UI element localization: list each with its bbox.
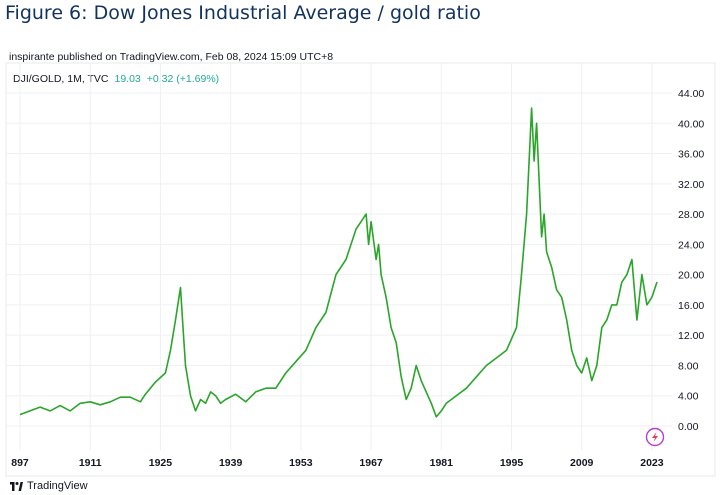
y-tick-label: 20.00	[678, 270, 704, 282]
y-tick-label: 4.00	[678, 391, 699, 403]
x-tick-label: 1953	[289, 457, 313, 469]
x-tick-label: 1995	[500, 457, 524, 469]
x-tick-label: 1939	[219, 457, 243, 469]
legend-value: 19.03	[114, 73, 141, 85]
x-tick-label: 897	[11, 457, 29, 469]
y-tick-label: 28.00	[678, 209, 704, 221]
y-tick-label: 8.00	[678, 360, 699, 372]
y-tick-label: 40.00	[678, 118, 704, 130]
y-tick-label: 12.00	[678, 330, 704, 342]
x-tick-label: 1925	[149, 457, 173, 469]
y-axis: 0.00 4.00 8.00 12.00 16.00 20.00 24.00 28.00 32.…	[678, 88, 704, 433]
series-line	[19, 107, 658, 418]
lightning-icon[interactable]	[645, 427, 665, 447]
chart-grid	[6, 63, 672, 450]
tradingview-logo-icon	[10, 481, 23, 491]
y-tick-label: 36.00	[678, 149, 704, 161]
x-tick-label: 2023	[640, 457, 664, 469]
y-tick-label: 32.00	[678, 179, 704, 191]
legend-symbol: DJI/GOLD, 1M, TVC	[13, 73, 109, 85]
published-line: inspirante published on TradingView.com,…	[9, 51, 334, 63]
y-tick-label: 24.00	[678, 239, 704, 251]
y-tick-label: 44.00	[678, 88, 704, 100]
chart-frame	[5, 62, 716, 477]
x-axis: 897 1911 1925 1939 1953 1967 1981 1995 2009 2023	[11, 457, 664, 469]
x-tick-label: 1967	[359, 457, 383, 469]
x-tick-label: 2009	[570, 457, 594, 469]
brand-label: TradingView	[27, 480, 88, 492]
legend-change: +0.32 (+1.69%)	[146, 73, 220, 85]
x-tick-label: 1981	[430, 457, 454, 469]
x-tick-label: 1911	[79, 457, 102, 469]
y-tick-label: 16.00	[678, 300, 704, 312]
tradingview-brand[interactable]: TradingView	[10, 480, 88, 492]
figure-title: Figure 6: Dow Jones Industrial Average /…	[5, 2, 481, 24]
y-tick-label: 0.00	[678, 421, 699, 433]
chart-legend: DJI/GOLD, 1M, TVC 19.03 +0.32 (+1.69%)	[13, 73, 219, 85]
